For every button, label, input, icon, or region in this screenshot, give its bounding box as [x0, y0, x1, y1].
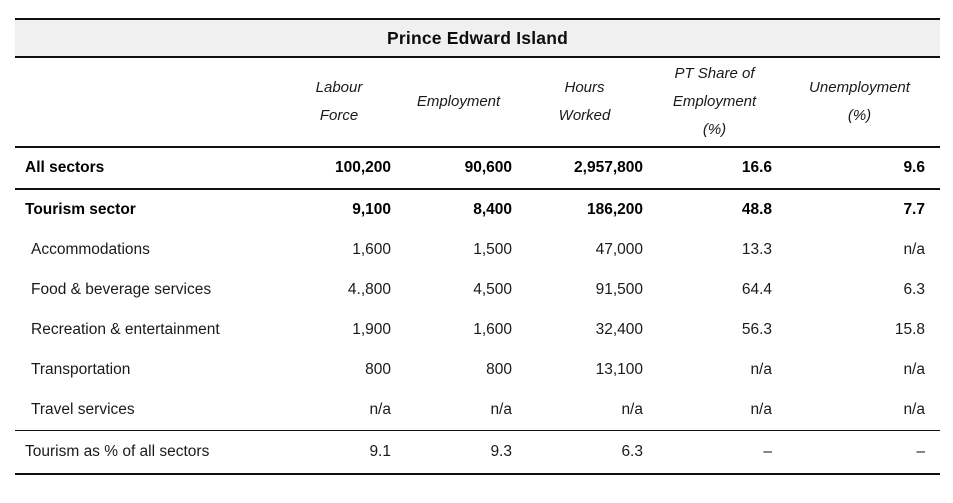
- row-label: Tourism as % of all sectors: [15, 430, 280, 475]
- row-travel-services: Travel services n/a n/a n/a n/a n/a: [15, 390, 940, 431]
- value-cell: 1,600: [352, 241, 391, 258]
- value-cell: 8,400: [473, 201, 512, 218]
- column-header-hours-worked: Hours Worked: [519, 58, 650, 148]
- value-cell: –: [650, 430, 779, 475]
- value-cell: 9,100: [352, 201, 391, 218]
- value-cell: n/a: [903, 361, 925, 378]
- value-cell: 4,500: [473, 281, 512, 298]
- row-label: Recreation & entertainment: [31, 321, 220, 338]
- value-cell: 6.3: [903, 281, 925, 298]
- value-cell: 90,600: [398, 147, 519, 190]
- value-cell: n/a: [490, 401, 512, 418]
- value-cell: 56.3: [741, 321, 772, 338]
- value-cell: –: [779, 430, 940, 475]
- value-cell: n/a: [621, 401, 643, 418]
- value-cell: 9.1: [280, 430, 398, 475]
- column-header-pt-share: PT Share of Employment (%): [650, 58, 779, 148]
- value-cell: 9.6: [779, 147, 940, 190]
- value-cell: n/a: [903, 241, 925, 258]
- value-cell: n/a: [750, 361, 772, 378]
- value-cell: 1,900: [352, 321, 391, 338]
- value-cell: 13.3: [741, 241, 772, 258]
- value-cell: 91,500: [595, 281, 643, 298]
- row-accommodations: Accommodations 1,600 1,500 47,000 13.3 n…: [15, 230, 940, 270]
- header-row: Labour Force Employment Hours Worked PT …: [15, 58, 940, 148]
- value-cell: 800: [486, 361, 512, 378]
- row-food-beverage-services: Food & beverage services 4.,800 4,500 91…: [15, 270, 940, 310]
- data-table: Labour Force Employment Hours Worked PT …: [15, 58, 940, 475]
- value-cell: 32,400: [595, 321, 643, 338]
- column-header-unemployment: Unemployment (%): [779, 58, 940, 148]
- row-tourism-percent-of-all-sectors: Tourism as % of all sectors 9.1 9.3 6.3 …: [15, 430, 940, 475]
- value-cell: 48.8: [741, 201, 772, 218]
- value-cell: 16.6: [650, 147, 779, 190]
- table-title-text: Prince Edward Island: [387, 27, 568, 48]
- value-cell: 13,100: [595, 361, 643, 378]
- column-header-employment: Employment: [398, 58, 519, 148]
- value-cell: 6.3: [519, 430, 650, 475]
- value-cell: n/a: [369, 401, 391, 418]
- row-transportation: Transportation 800 800 13,100 n/a n/a: [15, 350, 940, 390]
- value-cell: 64.4: [741, 281, 772, 298]
- pei-labour-table: Prince Edward Island Labour Force Employ…: [15, 18, 940, 475]
- value-cell: 100,200: [280, 147, 398, 190]
- row-recreation-entertainment: Recreation & entertainment 1,900 1,600 3…: [15, 310, 940, 350]
- value-cell: n/a: [750, 401, 772, 418]
- column-header-blank: [15, 58, 280, 148]
- row-label: Travel services: [31, 401, 135, 418]
- table-title: Prince Edward Island: [15, 18, 940, 58]
- row-tourism-sector: Tourism sector 9,100 8,400 186,200 48.8 …: [15, 189, 940, 230]
- value-cell: n/a: [903, 401, 925, 418]
- value-cell: 186,200: [586, 201, 643, 218]
- value-cell: 1,600: [473, 321, 512, 338]
- value-cell: 9.3: [398, 430, 519, 475]
- row-label: Food & beverage services: [31, 281, 212, 298]
- value-cell: 15.8: [894, 321, 925, 338]
- row-label: Tourism sector: [25, 201, 136, 218]
- value-cell: 4.,800: [347, 281, 391, 298]
- row-all-sectors: All sectors 100,200 90,600 2,957,800 16.…: [15, 147, 940, 190]
- row-label: Accommodations: [31, 241, 150, 258]
- row-label: Transportation: [31, 361, 131, 378]
- column-header-labour-force: Labour Force: [280, 58, 398, 148]
- row-label: All sectors: [15, 147, 280, 190]
- value-cell: 1,500: [473, 241, 512, 258]
- value-cell: 47,000: [595, 241, 643, 258]
- value-cell: 800: [365, 361, 391, 378]
- value-cell: 7.7: [903, 201, 925, 218]
- value-cell: 2,957,800: [519, 147, 650, 190]
